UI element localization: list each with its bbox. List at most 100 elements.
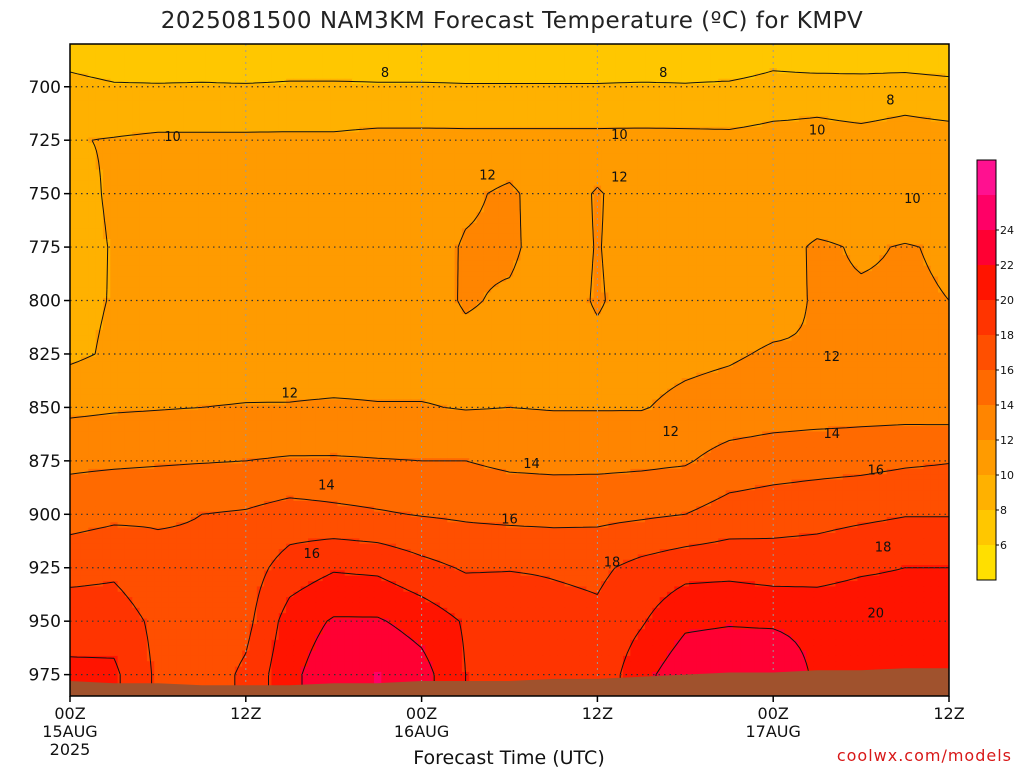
temperature-cell [256,185,265,192]
temperature-cell [505,94,514,101]
temperature-cell [527,89,536,96]
temperature-cell [322,239,331,246]
temperature-cell [630,158,639,165]
temperature-cell [154,116,163,123]
temperature-cell [308,217,317,224]
temperature-cell [139,68,148,75]
temperature-cell [249,84,258,91]
temperature-cell [95,121,104,128]
temperature-cell [491,121,500,128]
temperature-cell [798,174,807,181]
temperature-cell [139,223,148,230]
temperature-cell [520,212,529,219]
temperature-cell [168,158,177,165]
temperature-cell [835,249,844,256]
temperature-cell [769,105,778,112]
temperature-cell [293,174,302,181]
temperature-cell [454,94,463,101]
temperature-cell [842,174,851,181]
temperature-cell [886,52,895,59]
temperature-cell [212,148,221,155]
temperature-cell [835,73,844,80]
temperature-cell [549,44,558,48]
temperature-cell [850,244,859,251]
temperature-cell [132,110,141,117]
temperature-cell [732,100,741,107]
temperature-cell [557,239,566,246]
temperature-cell [542,217,551,224]
temperature-cell [820,233,829,240]
temperature-cell [542,185,551,192]
temperature-cell [132,228,141,235]
temperature-cell [754,73,763,80]
temperature-cell [784,233,793,240]
temperature-cell [168,126,177,133]
temperature-cell [681,255,690,262]
temperature-cell [256,196,265,203]
temperature-cell [88,94,97,101]
temperature-cell [425,68,434,75]
temperature-cell [322,84,331,91]
temperature-cell [322,228,331,235]
temperature-cell [388,68,397,75]
temperature-cell [857,62,866,69]
temperature-cell [652,68,661,75]
temperature-cell [410,212,419,219]
temperature-cell [373,121,383,128]
temperature-cell [615,46,624,53]
temperature-cell [513,223,522,230]
temperature-cell [132,44,141,48]
temperature-cell [73,46,82,53]
temperature-cell [205,164,214,171]
temperature-cell [872,94,881,101]
temperature-cell [154,233,163,240]
temperature-cell [190,100,199,107]
temperature-cell [161,201,170,208]
temperature-cell [740,201,749,208]
temperature-cell [652,84,661,91]
temperature-cell [139,46,148,53]
temperature-cell [615,185,624,192]
temperature-cell [908,180,917,187]
temperature-cell [549,73,558,80]
temperature-cell [344,44,353,48]
temperature-cell [403,100,412,107]
temperature-cell [703,196,712,203]
temperature-cell [432,94,441,101]
temperature-cell [762,223,771,230]
temperature-cell [300,201,309,208]
temperature-cell [183,46,192,53]
temperature-cell [945,217,949,224]
temperature-cell [564,174,573,181]
temperature-cell [249,169,258,176]
temperature-cell [645,190,654,198]
temperature-cell [461,212,470,219]
temperature-cell [395,52,404,59]
temperature-cell [410,116,419,123]
temperature-cell [132,153,141,160]
temperature-cell [916,201,925,208]
temperature-cell [132,260,141,267]
temperature-cell [645,169,654,176]
temperature-cell [688,89,697,96]
temperature-cell [388,73,397,80]
temperature-cell [417,196,426,203]
temperature-cell [579,137,588,144]
temperature-cell [923,185,932,192]
temperature-cell [586,148,595,155]
temperature-cell [527,201,536,208]
temperature-cell [454,180,463,187]
temperature-cell [549,46,558,53]
temperature-cell [190,158,199,165]
temperature-cell [623,100,632,107]
temperature-cell [330,185,339,192]
temperature-cell [886,44,895,48]
temperature-cell [308,207,317,214]
temperature-cell [908,44,917,48]
temperature-cell [110,62,119,69]
temperature-cell [938,158,947,165]
temperature-cell [359,228,368,235]
temperature-cell [513,94,522,101]
temperature-cell [513,190,522,198]
temperature-cell [366,185,375,192]
